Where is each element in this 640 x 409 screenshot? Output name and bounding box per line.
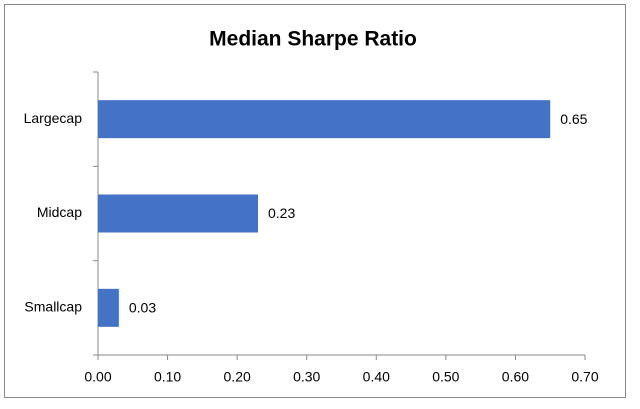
data-label: 0.03 [129,300,156,316]
x-tick-label: 0.50 [432,369,459,385]
x-tick-label: 0.60 [502,369,529,385]
x-tick-label: 0.30 [293,369,320,385]
x-tick-label: 0.00 [84,369,111,385]
x-tick-label: 0.20 [224,369,251,385]
y-tick-label: Smallcap [24,299,82,315]
y-tick-label: Midcap [37,204,82,220]
y-tick-label: Largecap [24,110,83,126]
x-tick-label: 0.10 [154,369,181,385]
bar [98,100,551,139]
x-tick-label: 0.70 [571,369,598,385]
chart-title: Median Sharpe Ratio [209,28,417,51]
x-tick-label: 0.40 [363,369,390,385]
data-label: 0.65 [560,111,587,127]
data-label: 0.23 [268,205,295,221]
bar [98,288,119,327]
bar [98,194,259,233]
